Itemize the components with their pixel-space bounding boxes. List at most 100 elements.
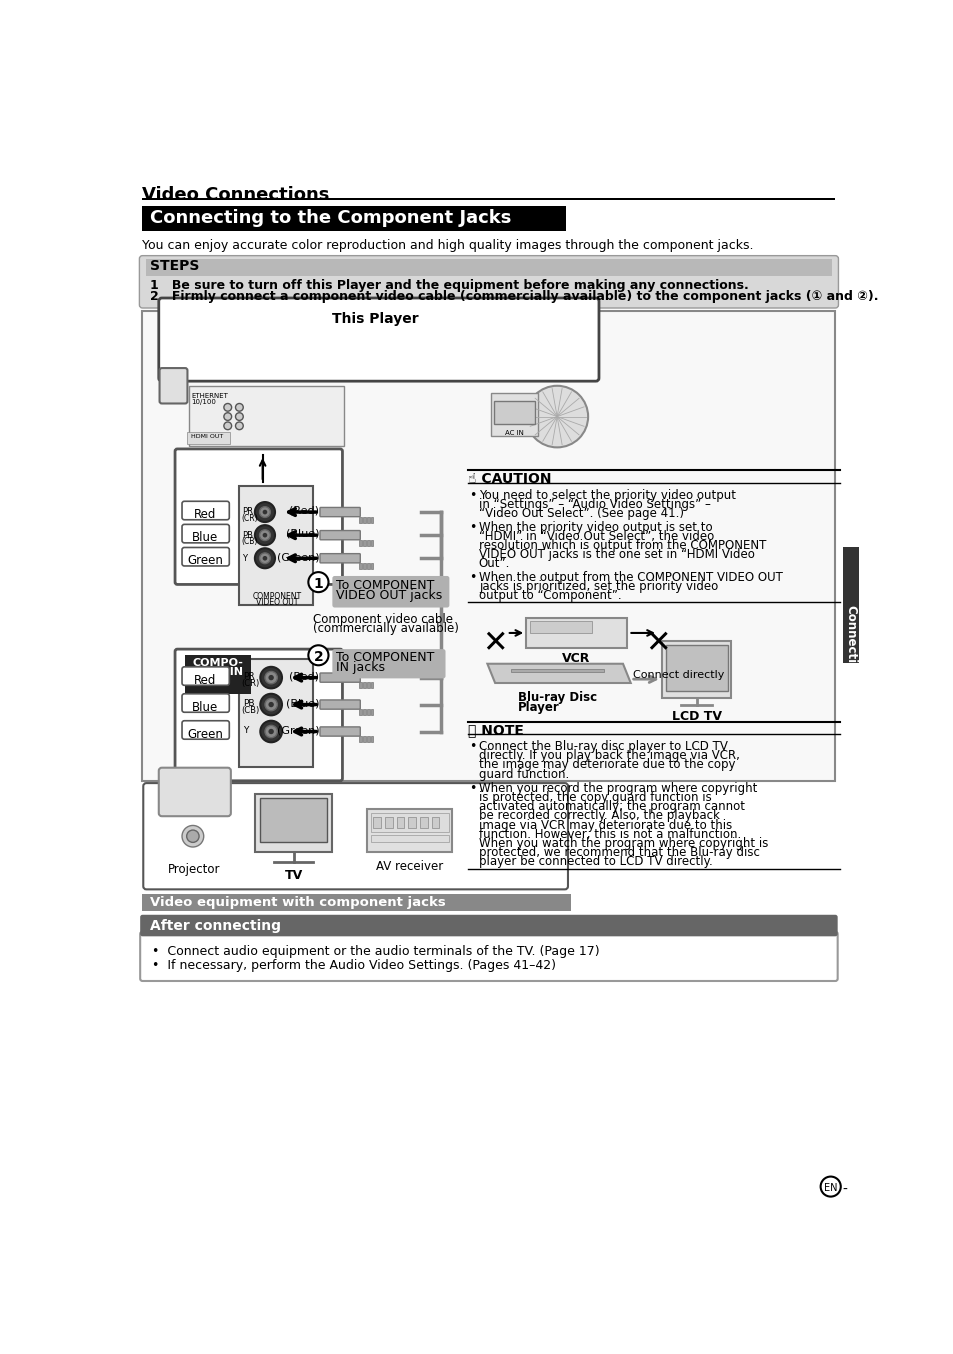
Text: in “Settings” – “Audio Video Settings” –: in “Settings” – “Audio Video Settings” – [478, 498, 710, 512]
Text: •: • [469, 741, 476, 753]
Bar [371, 517, 373, 523]
Text: is protected, the copy guard function is: is protected, the copy guard function is [478, 791, 711, 804]
Text: (Blue): (Blue) [285, 699, 319, 708]
Text: Green: Green [187, 727, 223, 741]
Text: the image may deteriorate due to the copy: the image may deteriorate due to the cop… [478, 758, 735, 772]
Bar [254, 793, 332, 852]
Bar [367, 810, 452, 852]
Text: (CR): (CR) [241, 680, 259, 688]
Text: To COMPONENT: To COMPONENT [335, 651, 435, 665]
FancyBboxPatch shape [182, 693, 229, 712]
Circle shape [308, 646, 328, 665]
FancyBboxPatch shape [319, 700, 360, 709]
Circle shape [235, 413, 243, 421]
FancyBboxPatch shape [143, 783, 567, 890]
Bar [142, 198, 835, 200]
Text: IN jacks: IN jacks [335, 662, 385, 674]
Bar [367, 709, 369, 715]
Text: (CB): (CB) [241, 705, 259, 715]
Circle shape [235, 403, 243, 412]
Bar [373, 816, 381, 827]
Text: When the output from the COMPONENT VIDEO OUT: When the output from the COMPONENT VIDEO… [478, 570, 781, 584]
FancyBboxPatch shape [158, 768, 231, 816]
Text: 2   Firmly connect a component video cable (commercially available) to the compo: 2 Firmly connect a component video cable… [150, 290, 878, 302]
Text: VCR: VCR [561, 653, 590, 665]
Text: directly. If you play back the image via VCR,: directly. If you play back the image via… [478, 749, 739, 762]
Text: NENT IN: NENT IN [192, 666, 243, 677]
Text: HDMI OUT: HDMI OUT [192, 435, 223, 439]
Text: function. However, this is not a malfunction.: function. However, this is not a malfunc… [478, 827, 740, 841]
Text: After connecting: After connecting [150, 918, 281, 933]
Circle shape [254, 548, 274, 569]
FancyBboxPatch shape [319, 727, 360, 737]
Circle shape [260, 720, 282, 742]
Text: VIDEO OUT jacks is the one set in “HDMI Video: VIDEO OUT jacks is the one set in “HDMI … [478, 548, 754, 562]
Circle shape [525, 386, 587, 447]
Bar [142, 894, 571, 911]
Text: Blue: Blue [192, 531, 218, 544]
Bar [431, 816, 439, 827]
Bar [371, 540, 373, 546]
Bar [146, 259, 831, 276]
Bar [367, 563, 369, 569]
Text: PB: PB [242, 531, 253, 539]
Text: To COMPONENT: To COMPONENT [335, 580, 435, 592]
Text: •  Connect audio equipment or the audio terminals of the TV. (Page 17): • Connect audio equipment or the audio t… [152, 945, 598, 957]
Text: •: • [469, 520, 476, 533]
Text: ✕: ✕ [482, 630, 507, 658]
Text: -: - [841, 1183, 846, 1197]
Bar [371, 737, 373, 742]
Bar [363, 682, 365, 688]
Text: resolution which is output from the COMPONENT: resolution which is output from the COMP… [478, 539, 765, 552]
Bar [359, 563, 361, 569]
Circle shape [182, 826, 204, 848]
FancyBboxPatch shape [182, 501, 229, 520]
Text: When the priority video output is set to: When the priority video output is set to [478, 520, 712, 533]
Text: (commercially available): (commercially available) [313, 623, 458, 635]
Bar [371, 563, 373, 569]
Bar [260, 798, 327, 842]
Bar [371, 709, 373, 715]
Bar [491, 394, 537, 436]
Bar [367, 540, 369, 546]
Text: AV receiver: AV receiver [375, 860, 443, 873]
Text: EN: EN [823, 1183, 837, 1193]
Circle shape [262, 509, 267, 515]
Bar [665, 645, 727, 691]
Bar [239, 486, 313, 605]
Text: Connect directly: Connect directly [633, 670, 723, 680]
Text: output to “Component”.: output to “Component”. [478, 589, 620, 603]
Text: Connect the Blu-ray disc player to LCD TV: Connect the Blu-ray disc player to LCD T… [478, 741, 727, 753]
Text: Out”.: Out”. [478, 558, 510, 570]
Bar [530, 621, 592, 632]
Text: (Blue): (Blue) [285, 529, 319, 539]
FancyBboxPatch shape [140, 915, 837, 937]
Text: ETHERNET: ETHERNET [192, 394, 228, 399]
Bar [162, 311, 587, 330]
Text: 10/100: 10/100 [192, 399, 216, 405]
Circle shape [265, 672, 277, 684]
Bar [363, 737, 365, 742]
Text: “Video Out Select”. (See page 41.): “Video Out Select”. (See page 41.) [478, 508, 683, 520]
Circle shape [308, 573, 328, 592]
FancyBboxPatch shape [319, 508, 360, 517]
Circle shape [235, 422, 243, 429]
Text: Blue: Blue [192, 701, 218, 714]
Text: Y: Y [242, 554, 247, 563]
Bar [385, 816, 393, 827]
Circle shape [224, 413, 232, 421]
Text: PR: PR [242, 508, 253, 516]
Text: VIDEO OUT: VIDEO OUT [256, 597, 298, 607]
Text: activated automatically; the program cannot: activated automatically; the program can… [478, 800, 744, 812]
Circle shape [259, 552, 270, 563]
Bar [185, 655, 251, 693]
Text: Projector: Projector [168, 864, 220, 876]
Text: PB: PB [243, 699, 254, 708]
Bar [142, 206, 565, 232]
Text: ✕: ✕ [644, 630, 670, 658]
Text: (CB): (CB) [241, 536, 257, 546]
Text: player be connected to LCD TV directly.: player be connected to LCD TV directly. [478, 856, 712, 868]
Bar [359, 517, 361, 523]
Circle shape [268, 728, 274, 734]
Bar [493, 401, 535, 424]
